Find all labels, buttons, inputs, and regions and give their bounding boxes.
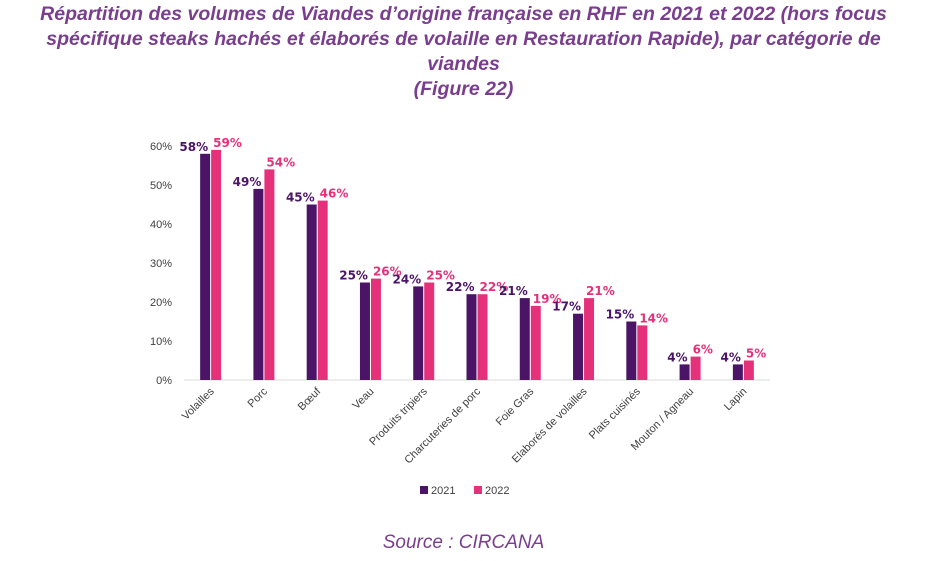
x-tick-label: Volailles [180, 385, 217, 422]
data-label-2021: 24% [392, 272, 421, 286]
bar-2022 [637, 325, 648, 380]
y-tick-label: 0% [156, 375, 172, 387]
data-label-2021: 49% [233, 175, 262, 189]
bar-2022 [424, 282, 435, 380]
bar-2021 [626, 321, 637, 380]
source-note: Source : CIRCANA [382, 532, 545, 553]
data-label-2022: 19% [533, 292, 562, 306]
bar-2022 [690, 356, 701, 380]
data-label-2021: 21% [499, 284, 528, 298]
bar-2022 [530, 305, 541, 380]
title-line-4: (Figure 22) [413, 78, 514, 100]
y-tick-label: 30% [150, 258, 172, 270]
data-label-2022: 59% [213, 136, 242, 150]
x-tick-label: Foie Gras [494, 385, 537, 428]
x-tick-label: Plats cuisinés [587, 385, 643, 441]
data-label-2021: 25% [339, 269, 368, 283]
bar-chart: 0% 10% 20% 30% 40% 50% 60% 58% 59% 49% 54% 45% 46% 2… [150, 136, 770, 497]
bar-2021 [413, 286, 424, 380]
data-label-2022: 25% [426, 269, 455, 283]
legend-label-2021: 2021 [431, 485, 455, 497]
bar-2022 [317, 200, 328, 380]
x-tick-label: Veau [350, 386, 376, 412]
title-line-1: Répartition des volumes de Viandes d’ori… [40, 3, 887, 25]
legend: 2021 2022 [420, 485, 509, 497]
bar-2021 [466, 294, 477, 380]
bar-2021 [253, 188, 264, 380]
x-tick-label: Lapin [722, 386, 750, 414]
bar-2021 [573, 313, 584, 380]
data-label-2022: 46% [320, 187, 349, 201]
bar-2021 [306, 204, 317, 380]
legend-label-2022: 2022 [485, 485, 509, 497]
legend-swatch-2022 [474, 486, 482, 494]
title-line-2: spécifique steaks hachés et élaborés de … [46, 28, 881, 50]
x-tick-label: Bœuf [296, 385, 324, 413]
data-label-2021: 4% [720, 350, 740, 364]
y-tick-label: 40% [150, 219, 172, 231]
y-tick-label: 20% [150, 297, 172, 309]
x-tick-label: Porc [246, 385, 271, 410]
data-label-2022: 54% [266, 155, 295, 169]
data-label-2022: 26% [373, 265, 402, 279]
data-label-2022: 14% [639, 311, 668, 325]
data-label-2022: 5% [746, 347, 766, 361]
chart-title: Répartition des volumes de Viandes d’ori… [0, 2, 927, 102]
legend-swatch-2021 [420, 486, 428, 494]
data-label-2021: 15% [606, 308, 635, 322]
data-label-2022: 21% [586, 284, 615, 298]
y-axis: 0% 10% 20% 30% 40% 50% 60% [150, 141, 172, 387]
data-label-2021: 17% [552, 300, 581, 314]
bar-2021 [679, 364, 690, 380]
bar-2022 [743, 360, 754, 380]
data-label-2021: 58% [179, 140, 208, 154]
y-tick-label: 10% [150, 336, 172, 348]
bar-2021 [732, 364, 743, 380]
y-tick-label: 60% [150, 141, 172, 153]
bars: 58% 59%49%54%45% 46%25% 26%24% 25%22% 22%21%1… [179, 136, 770, 381]
title-line-3: viandes [427, 53, 500, 75]
data-label-2022: 6% [693, 343, 713, 357]
bar-2021 [519, 298, 530, 380]
data-label-2021: 4% [667, 350, 687, 364]
bar-2022 [370, 278, 381, 380]
bar-2022 [584, 298, 595, 380]
bar-2022 [211, 149, 222, 380]
bar-2021 [359, 282, 370, 380]
bar-2021 [200, 153, 211, 380]
y-tick-label: 50% [150, 180, 172, 192]
data-label-2021: 45% [286, 191, 315, 205]
bar-2022 [264, 169, 275, 380]
data-label-2022: 22% [480, 280, 509, 294]
data-label-2021: 22% [446, 280, 475, 294]
bar-2022 [477, 294, 488, 380]
